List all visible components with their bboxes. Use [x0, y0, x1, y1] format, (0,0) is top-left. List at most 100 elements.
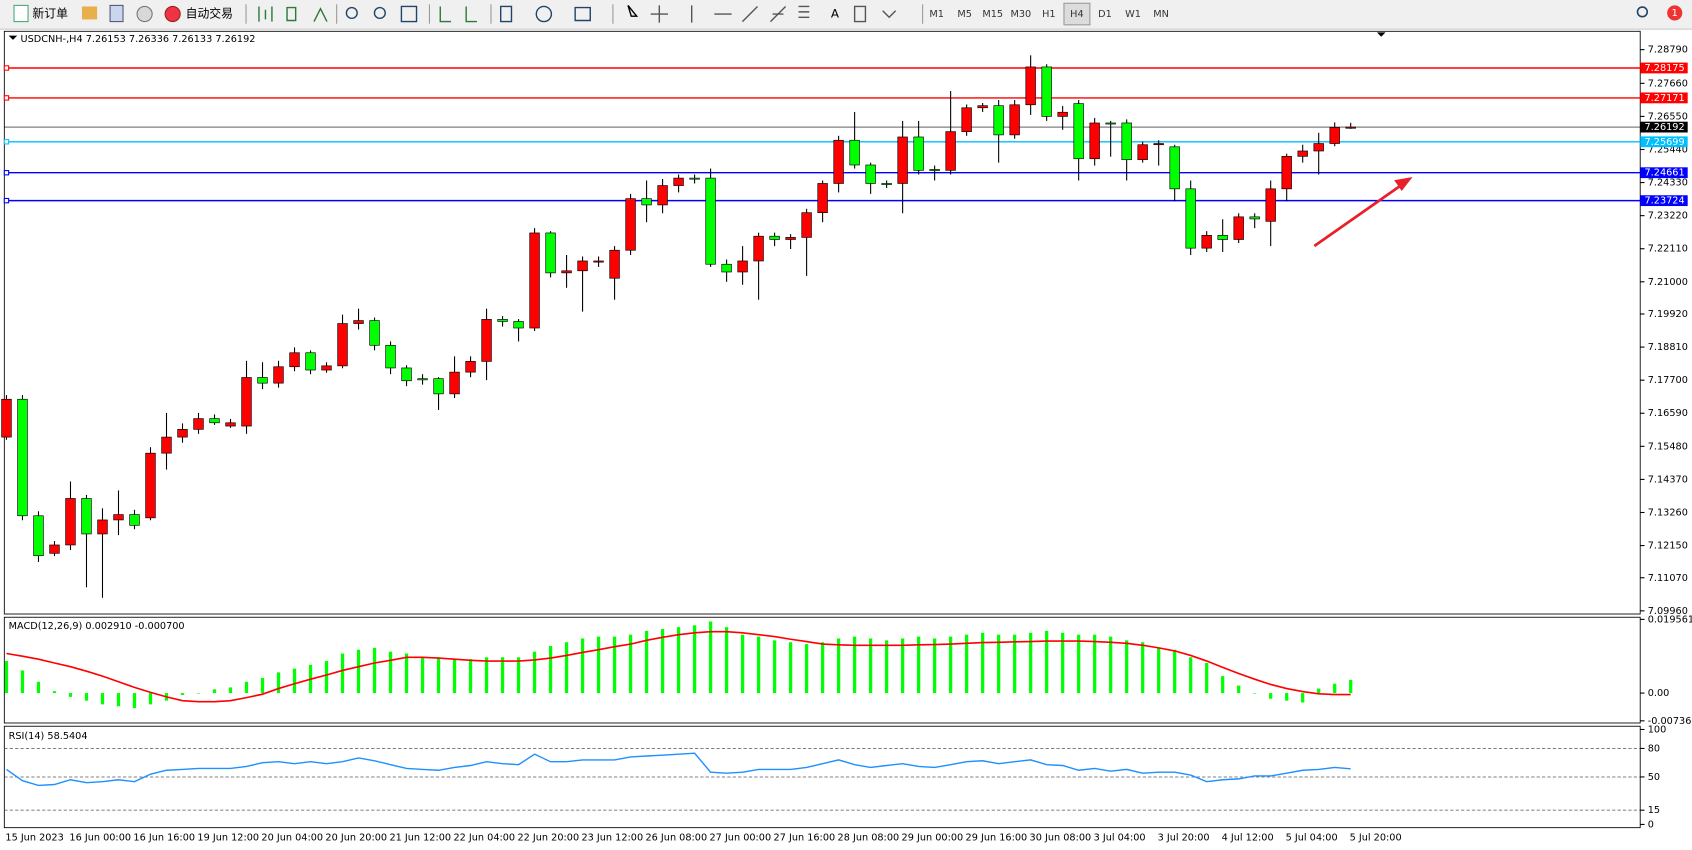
macd-bar [1333, 683, 1337, 694]
rsi-title: RSI(14) 58.5404 [9, 731, 88, 742]
y-tick-label: 7.28790 [1648, 45, 1688, 56]
y-tick-label: 7.27660 [1648, 78, 1688, 89]
y-tick-label: 7.17700 [1648, 375, 1688, 386]
macd-bar [644, 630, 649, 694]
notification-badge[interactable] [1667, 5, 1683, 21]
x-tick-label: 27 Jun 16:00 [774, 832, 836, 843]
timeframe-button[interactable]: W1 [1125, 9, 1141, 20]
chart-title: USDCNH-,H4 7.26153 7.26336 7.26133 7.261… [21, 34, 256, 45]
macd-bar [468, 659, 473, 694]
timeframe-button[interactable]: M5 [957, 9, 972, 20]
auto-trading-button[interactable]: 自动交易 [164, 5, 233, 23]
y-tick-label: 7.25440 [1648, 144, 1688, 155]
macd-bar [692, 625, 697, 694]
x-tick-label: 4 Jul 12:00 [1222, 832, 1274, 843]
rsi-tick-label: 0 [1648, 819, 1654, 830]
macd-bar [292, 668, 297, 694]
macd-bar [1141, 642, 1145, 694]
level-handle [3, 95, 10, 101]
candle-body [1041, 66, 1052, 117]
macd-bar [949, 636, 953, 694]
candle-body [753, 235, 764, 262]
y-tick-label: 7.16590 [1648, 408, 1688, 419]
macd-bar [612, 636, 617, 694]
timeframe-button[interactable]: H1 [1042, 9, 1055, 20]
macd-bar [52, 691, 57, 694]
macd-bar [1109, 636, 1113, 694]
candle-body [33, 515, 44, 557]
y-tick-label: 7.18810 [1648, 342, 1688, 353]
macd-bar [4, 661, 9, 694]
x-tick-label: 19 Jun 12:00 [197, 832, 259, 843]
y-tick-label: 7.26550 [1648, 111, 1688, 122]
candle-body [353, 320, 364, 324]
macd-bar [869, 638, 873, 694]
candle-body [257, 377, 268, 384]
timeframe-button[interactable]: D1 [1098, 9, 1112, 20]
macd-bar [404, 653, 409, 694]
macd-bar [324, 661, 329, 694]
toolbar-icon[interactable] [82, 6, 98, 20]
candle-body [721, 263, 732, 273]
candle-body [289, 352, 300, 368]
y-tick-label: 7.22110 [1648, 244, 1688, 255]
macd-signal-line [6, 630, 1351, 703]
candle-body [1329, 127, 1340, 144]
x-tick-label: 29 Jun 16:00 [966, 832, 1028, 843]
y-tick-label: 7.14370 [1648, 474, 1688, 485]
macd-bar [981, 632, 985, 694]
candle-body [577, 260, 588, 272]
timeframe-button[interactable]: MN [1153, 9, 1169, 20]
timeframe-button[interactable]: H4 [1070, 9, 1083, 20]
candle-body [961, 107, 972, 132]
rsi-tick-label: 15 [1648, 805, 1660, 816]
level-label: 7.25699 [1645, 137, 1685, 148]
candle-body [737, 260, 748, 273]
candle-body [1201, 235, 1212, 249]
macd-bar [901, 638, 905, 694]
macd-bar [628, 634, 633, 694]
macd-bar [788, 642, 793, 694]
annotation-arrow [1313, 176, 1413, 248]
candle-body [209, 418, 220, 424]
candle-body [465, 361, 476, 373]
macd-bar [180, 693, 185, 695]
candle-body [241, 377, 252, 427]
toolbar-icon[interactable] [109, 4, 124, 23]
chart-shift-marker [1376, 32, 1386, 37]
notification-count: 1 [1672, 8, 1678, 19]
text-tool-glyph[interactable]: A [831, 7, 840, 21]
macd-bar [420, 657, 425, 694]
candle-body [1025, 66, 1036, 106]
toolbar-icon[interactable] [136, 5, 153, 23]
candle-body [225, 422, 236, 427]
x-tick-label: 3 Jul 20:00 [1158, 832, 1210, 843]
rsi-tick-label: 80 [1648, 743, 1660, 754]
candle-body [161, 436, 172, 454]
new-order-button[interactable]: 新订单 [13, 4, 68, 23]
x-tick-label: 21 Jun 12:00 [389, 832, 451, 843]
macd-bar [1269, 693, 1273, 699]
candle-body [817, 183, 828, 214]
candle-body [177, 429, 188, 438]
candle-body [593, 260, 604, 263]
timeframe-button[interactable]: M30 [1010, 9, 1031, 20]
timeframe-button[interactable]: M1 [929, 9, 944, 20]
macd-bar [837, 638, 841, 694]
macd-bar [148, 693, 153, 705]
macd-bar [372, 647, 377, 694]
macd-bar [1125, 640, 1129, 694]
macd-bar [756, 636, 761, 694]
macd-bar [116, 693, 121, 707]
candle-body [705, 177, 716, 265]
y-tick-label: 7.12150 [1648, 541, 1688, 552]
x-tick-label: 27 Jun 00:00 [710, 832, 772, 843]
macd-bar [212, 689, 217, 694]
macd-bar [596, 636, 601, 694]
macd-bar [804, 644, 809, 694]
timeframe-button[interactable]: M15 [982, 9, 1003, 20]
macd-bar [820, 642, 825, 694]
toolbar-tool-icons[interactable] [258, 4, 897, 23]
search-icon[interactable] [1636, 6, 1649, 18]
candle-body [369, 320, 380, 346]
